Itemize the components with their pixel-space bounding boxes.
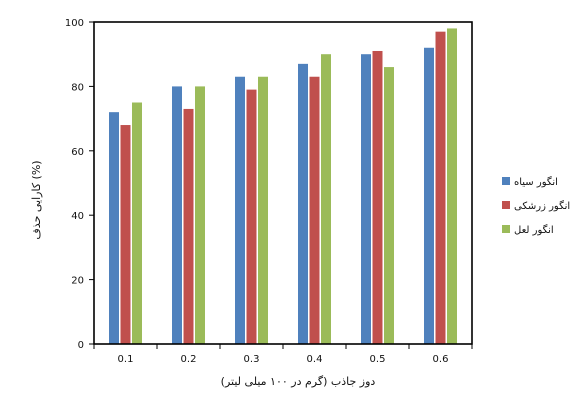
plot-area — [109, 28, 457, 345]
bar-series-1-0.1 — [109, 112, 119, 344]
bar-series-1-0.6 — [424, 47, 434, 344]
bar-series-3-0.5 — [384, 67, 394, 344]
axes: 0 20 40 60 80 100 0.1 0.2 0.3 0.4 0.5 0.6 — [65, 18, 473, 365]
y-tick-label-100: 100 — [65, 18, 84, 29]
bar-series-3-0.4 — [321, 54, 331, 344]
legend: انگور سیاه انگور زرشکی انگور لعل — [502, 176, 570, 236]
legend-label-2: انگور زرشکی — [514, 200, 570, 212]
y-tick-label-40: 40 — [71, 211, 84, 222]
bar-series-3-0.1 — [132, 102, 142, 344]
x-tick-label-0.5: 0.5 — [370, 354, 386, 365]
bar-series-2-0.6 — [435, 31, 446, 344]
bar-series-3-0.3 — [258, 76, 268, 345]
bar-series-2-0.1 — [120, 125, 131, 344]
legend-label-1: انگور سیاه — [514, 176, 558, 188]
x-tick-label-0.1: 0.1 — [118, 354, 134, 365]
legend-swatch-3 — [502, 225, 510, 233]
bar-series-1-0.4 — [298, 63, 308, 345]
bar-series-2-0.4 — [309, 76, 320, 345]
bar-series-1-0.3 — [235, 76, 245, 345]
x-tick-label-0.2: 0.2 — [181, 354, 197, 365]
legend-swatch-1 — [502, 177, 510, 185]
bar-series-3-0.6 — [447, 28, 457, 344]
legend-swatch-2 — [502, 201, 510, 209]
y-tick-label-60: 60 — [71, 147, 84, 158]
bar-series-1-0.5 — [361, 54, 371, 344]
bar-series-1-0.2 — [172, 86, 182, 345]
legend-label-3: انگور لعل — [514, 224, 554, 236]
x-tick-label-0.6: 0.6 — [433, 354, 449, 365]
x-tick-label-0.4: 0.4 — [307, 354, 323, 365]
bar-series-2-0.3 — [246, 89, 257, 345]
x-tick-label-0.3: 0.3 — [244, 354, 260, 365]
y-tick-label-80: 80 — [71, 82, 84, 93]
bar-series-2-0.5 — [372, 50, 383, 344]
y-tick-label-0: 0 — [78, 340, 84, 351]
y-tick-label-20: 20 — [71, 276, 84, 287]
y-axis-title: کارایی حذف (%) — [30, 160, 43, 239]
bar-series-3-0.2 — [195, 86, 205, 345]
bar-series-2-0.2 — [183, 108, 194, 344]
x-axis-title: دوز جاذب (گرم در ۱۰۰ میلی لیتر) — [221, 375, 376, 388]
